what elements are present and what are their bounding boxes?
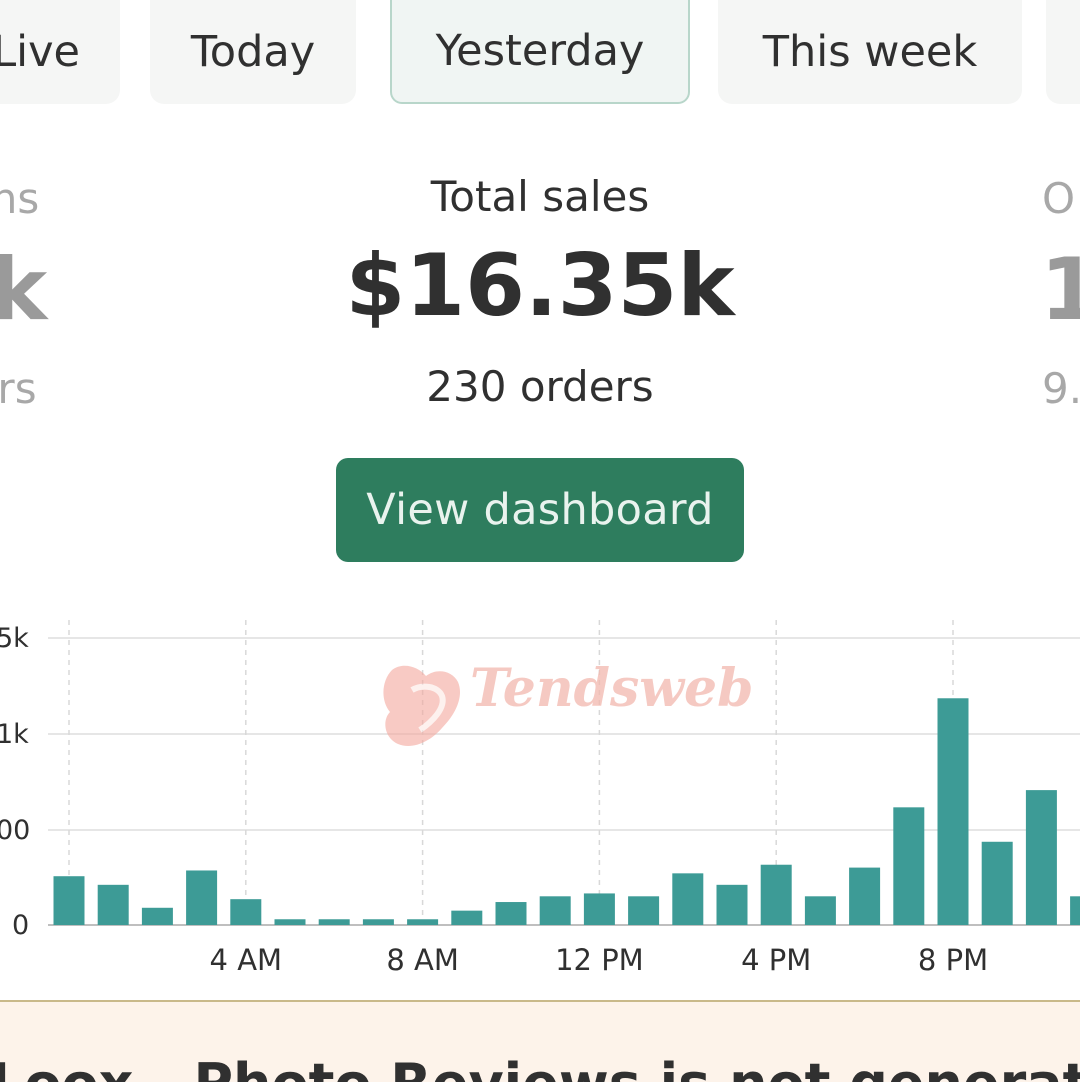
tab-yesterday[interactable]: Yesterday [390,0,690,104]
left-stat-title: ns [0,174,40,223]
total-sales-title: Total sales [430,172,650,221]
tab-live[interactable]: Live [0,0,120,104]
tab-live-label: Live [0,27,80,77]
tab-yesterday-label: Yesterday [435,26,645,76]
watermark-text: Tendsweb [470,658,754,719]
notification-banner[interactable]: Loox - Photo Reviews is not generating [0,1000,1080,1082]
chart-bar [760,864,792,925]
x-tick-label: 8 AM [386,943,459,977]
view-dashboard-button[interactable]: View dashboard [336,458,744,562]
chart-bar [628,896,660,925]
left-stat-sub: rs [0,364,37,413]
chart-bar [672,873,704,925]
chart-bar [230,899,262,925]
chart-bar [318,919,350,925]
chart-bar [495,902,527,925]
chart-bar [849,867,881,925]
chart-bar [716,884,748,925]
view-dashboard-label: View dashboard [366,485,714,535]
watermark-logo-icon [383,665,461,747]
x-tick-label: 4 AM [210,943,283,977]
chart-bar [407,919,439,925]
chart-bar [893,807,925,925]
y-tick-label: 0 [12,910,29,941]
x-tick-label: 12 PM [555,943,644,977]
chart-bar [97,884,129,925]
tab-today[interactable]: Today [150,0,356,104]
chart-bar [186,870,218,925]
y-tick-label: 1k [0,719,29,750]
chart-bar [583,893,615,925]
chart-bar [53,876,85,925]
right-stat-sub: 9. [1042,364,1080,413]
y-tick-label: 5k [0,623,29,654]
chart-bar [141,907,173,925]
right-stat-title: O [1042,174,1076,223]
chart-bar [539,896,571,925]
chart-bar [1070,896,1080,925]
tab-this-week-label: This week [762,27,978,77]
left-stat-value: k [0,240,48,340]
y-tick-label: 00 [0,815,30,846]
banner-text: Loox - Photo Reviews is not generating [0,1052,1080,1082]
right-stat-value: 1 [1040,240,1080,340]
chart-bar [451,910,483,925]
chart-bar [274,919,306,925]
tab-this-week[interactable]: This week [718,0,1022,104]
tab-today-label: Today [190,27,316,77]
total-sales-value: $16.35k [345,236,735,336]
tab-next-partial[interactable] [1046,0,1080,104]
chart-bar [937,698,969,925]
chart-bar [804,896,836,925]
chart-bar [362,919,394,925]
chart-bar [1025,790,1057,925]
chart-bar [981,841,1013,925]
orders-count: 230 orders [426,362,654,411]
x-tick-label: 4 PM [741,943,811,977]
x-tick-label: 8 PM [918,943,988,977]
